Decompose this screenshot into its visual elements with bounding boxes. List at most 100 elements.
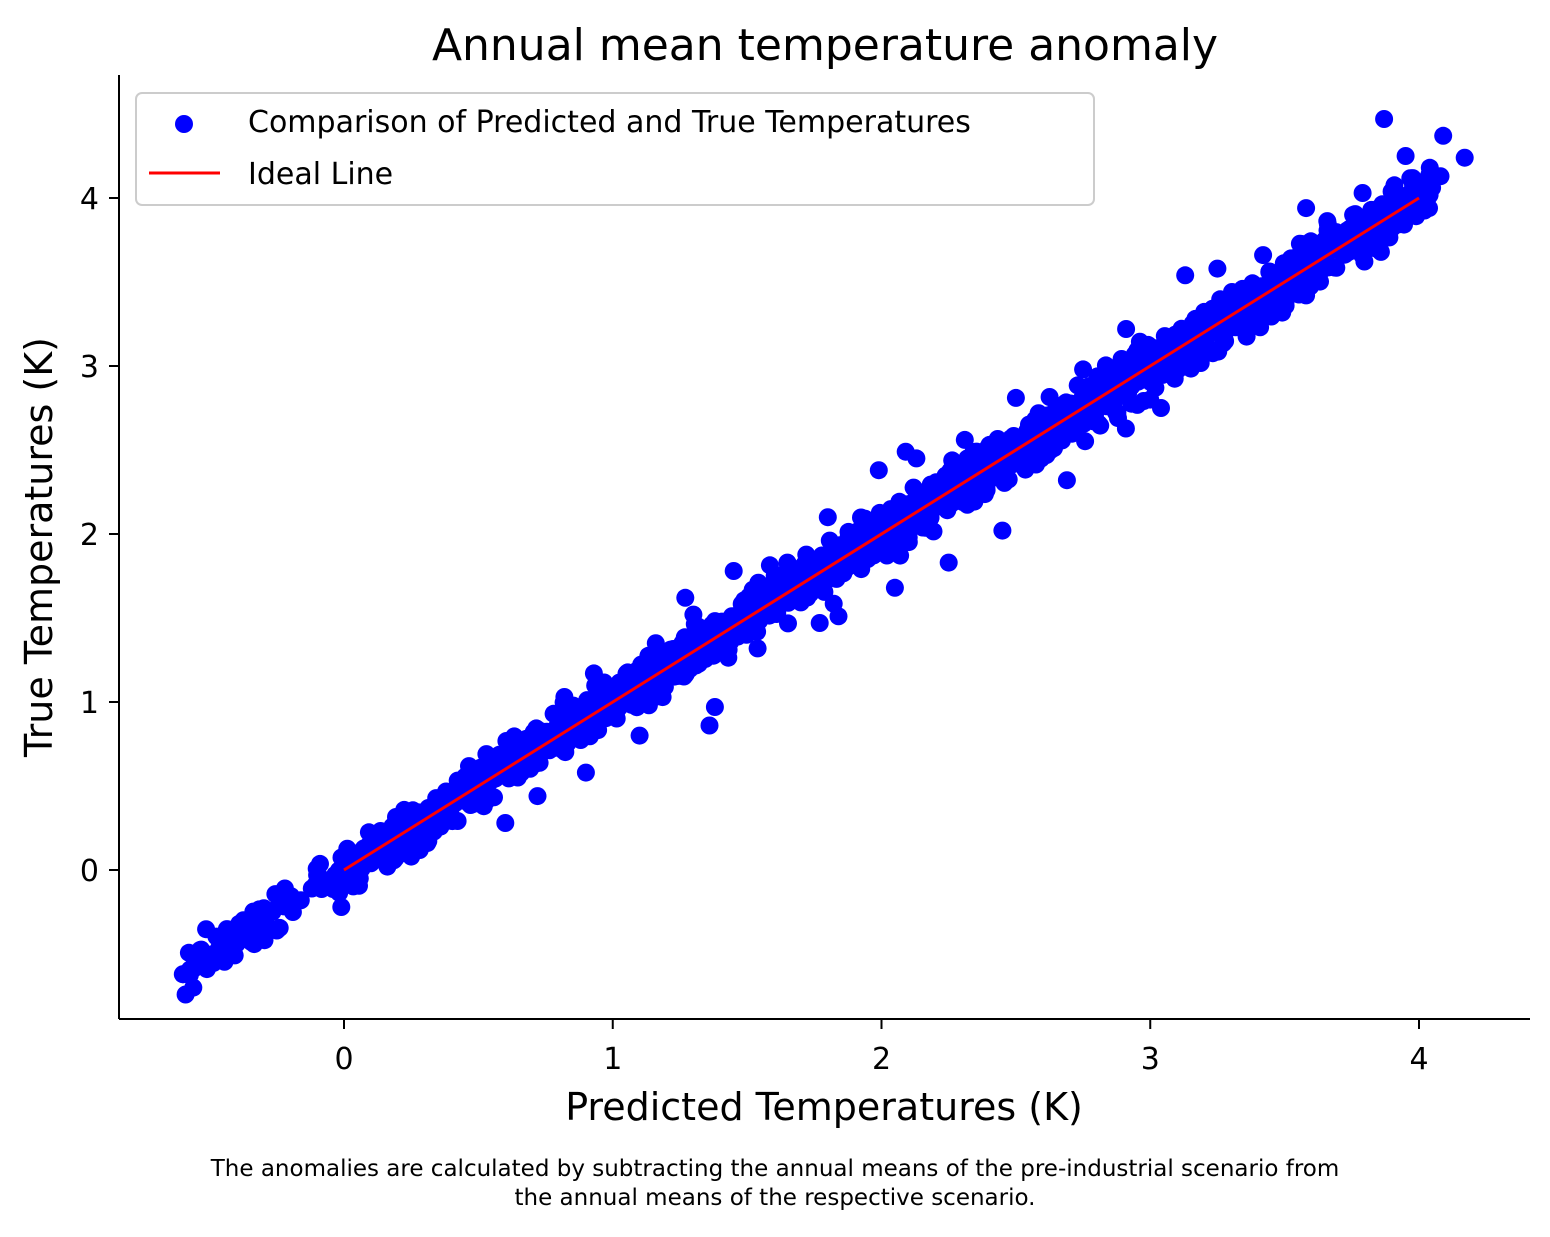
- scatter-point: [1197, 336, 1216, 355]
- scatter-point: [646, 634, 665, 653]
- scatter-point: [751, 583, 770, 602]
- scatter-point: [1128, 395, 1147, 414]
- scatter-point: [674, 667, 693, 686]
- scatter-point: [1113, 364, 1132, 383]
- legend-scatter-marker: [175, 115, 193, 133]
- scatter-chart: Annual mean temperature anomaly 0 1 2 3 4 0 1…: [17, 20, 1530, 1129]
- scatter-point: [455, 777, 474, 795]
- scatter-point: [1232, 284, 1251, 303]
- chart-title: Annual mean temperature anomaly: [432, 20, 1218, 71]
- x-tick-label: 2: [872, 1042, 891, 1077]
- scatter-point: [1040, 388, 1059, 406]
- scatter-point: [1245, 303, 1264, 322]
- scatter-point: [1251, 318, 1270, 337]
- scatter-point: [576, 763, 595, 782]
- scatter-point: [230, 914, 249, 933]
- scatter-point: [798, 583, 817, 602]
- scatter-point: [332, 898, 351, 916]
- scatter-point: [474, 797, 493, 816]
- scatter-point: [197, 960, 216, 979]
- scatter-point: [592, 711, 611, 730]
- scatter-point: [402, 847, 421, 866]
- scatter-point: [1117, 320, 1136, 338]
- scatter-point: [1076, 432, 1095, 451]
- scatter-point: [324, 871, 343, 890]
- x-tick-label: 1: [603, 1042, 622, 1077]
- scatter-point: [1353, 184, 1372, 202]
- scatter-point: [728, 627, 747, 646]
- scatter-point: [412, 807, 431, 826]
- scatter-point: [1130, 332, 1149, 351]
- scatter-point: [897, 497, 916, 516]
- scatter-point: [1072, 404, 1091, 423]
- scatter-point: [795, 555, 814, 574]
- scatter-point: [361, 854, 380, 873]
- scatter-point: [686, 628, 705, 647]
- scatter-point: [648, 678, 667, 697]
- scatter-point: [885, 578, 904, 597]
- scatter-point: [283, 903, 302, 921]
- chart-caption: The anomalies are calculated by subtract…: [0, 1155, 1550, 1213]
- scatter-point: [1254, 246, 1273, 265]
- scatter-point: [275, 879, 294, 898]
- scatter-point: [1080, 377, 1099, 396]
- caption-line-2: the annual means of the respective scena…: [514, 1185, 1036, 1211]
- scatter-point: [1181, 359, 1200, 378]
- scatter-point: [1434, 126, 1453, 145]
- y-tick-label: 3: [80, 350, 99, 385]
- scatter-point: [1301, 232, 1320, 251]
- scatter-point: [907, 449, 926, 468]
- scatter-point: [946, 475, 965, 494]
- scatter-point: [369, 827, 388, 846]
- y-tick-label: 4: [80, 182, 99, 217]
- scatter-point: [1455, 148, 1474, 167]
- legend-scatter-label: Comparison of Predicted and True Tempera…: [248, 105, 971, 140]
- scatter-point: [630, 726, 649, 745]
- scatter-point: [712, 620, 730, 639]
- scatter-point: [705, 698, 724, 716]
- scatter-point: [572, 707, 591, 726]
- scatter-point: [1038, 406, 1057, 425]
- legend-frame: [135, 92, 1095, 206]
- x-tick-label: 4: [1409, 1042, 1428, 1077]
- scatter-point: [1297, 286, 1316, 305]
- scatter-point: [1152, 399, 1170, 417]
- scatter-point: [526, 754, 544, 773]
- scatter-point: [994, 453, 1013, 472]
- caption-line-1: The anomalies are calculated by subtract…: [210, 1156, 1340, 1182]
- scatter-point: [1096, 356, 1115, 375]
- scatter-point: [818, 508, 837, 527]
- y-tick-label: 2: [80, 518, 99, 553]
- scatter-point: [849, 553, 868, 572]
- x-axis-label: Predicted Temperatures (K): [565, 1085, 1083, 1129]
- scatter-point: [829, 607, 848, 626]
- legend: Comparison of Predicted and True Tempera…: [135, 92, 1095, 206]
- scatter-point: [1259, 275, 1278, 294]
- scatter-point: [584, 664, 603, 683]
- scatter-point: [1176, 266, 1195, 285]
- scatter-point: [778, 553, 797, 572]
- scatter-point: [176, 985, 195, 1004]
- x-tick-label: 3: [1141, 1042, 1160, 1077]
- scatter-point: [1396, 147, 1415, 165]
- scatter-point: [700, 716, 719, 735]
- scatter-point: [887, 534, 906, 553]
- scatter-point: [810, 614, 829, 632]
- scatter-point: [779, 614, 797, 633]
- scatter-point: [724, 562, 743, 580]
- scatter-point: [1208, 259, 1227, 278]
- scatter-point: [1237, 327, 1256, 346]
- scatter-point: [477, 745, 496, 764]
- scatter-point: [993, 521, 1012, 540]
- scatter-point: [267, 921, 286, 940]
- scatter-point: [254, 928, 273, 947]
- ideal-line-layer: [343, 196, 1420, 872]
- scatter-point: [676, 588, 695, 607]
- scatter-point: [1366, 220, 1385, 239]
- scatter-point: [748, 639, 767, 658]
- scatter-point: [1091, 416, 1110, 435]
- scatter-point: [427, 789, 446, 808]
- scatter-point: [943, 451, 962, 470]
- scatter-point: [448, 812, 467, 830]
- y-tick-label: 0: [80, 854, 99, 889]
